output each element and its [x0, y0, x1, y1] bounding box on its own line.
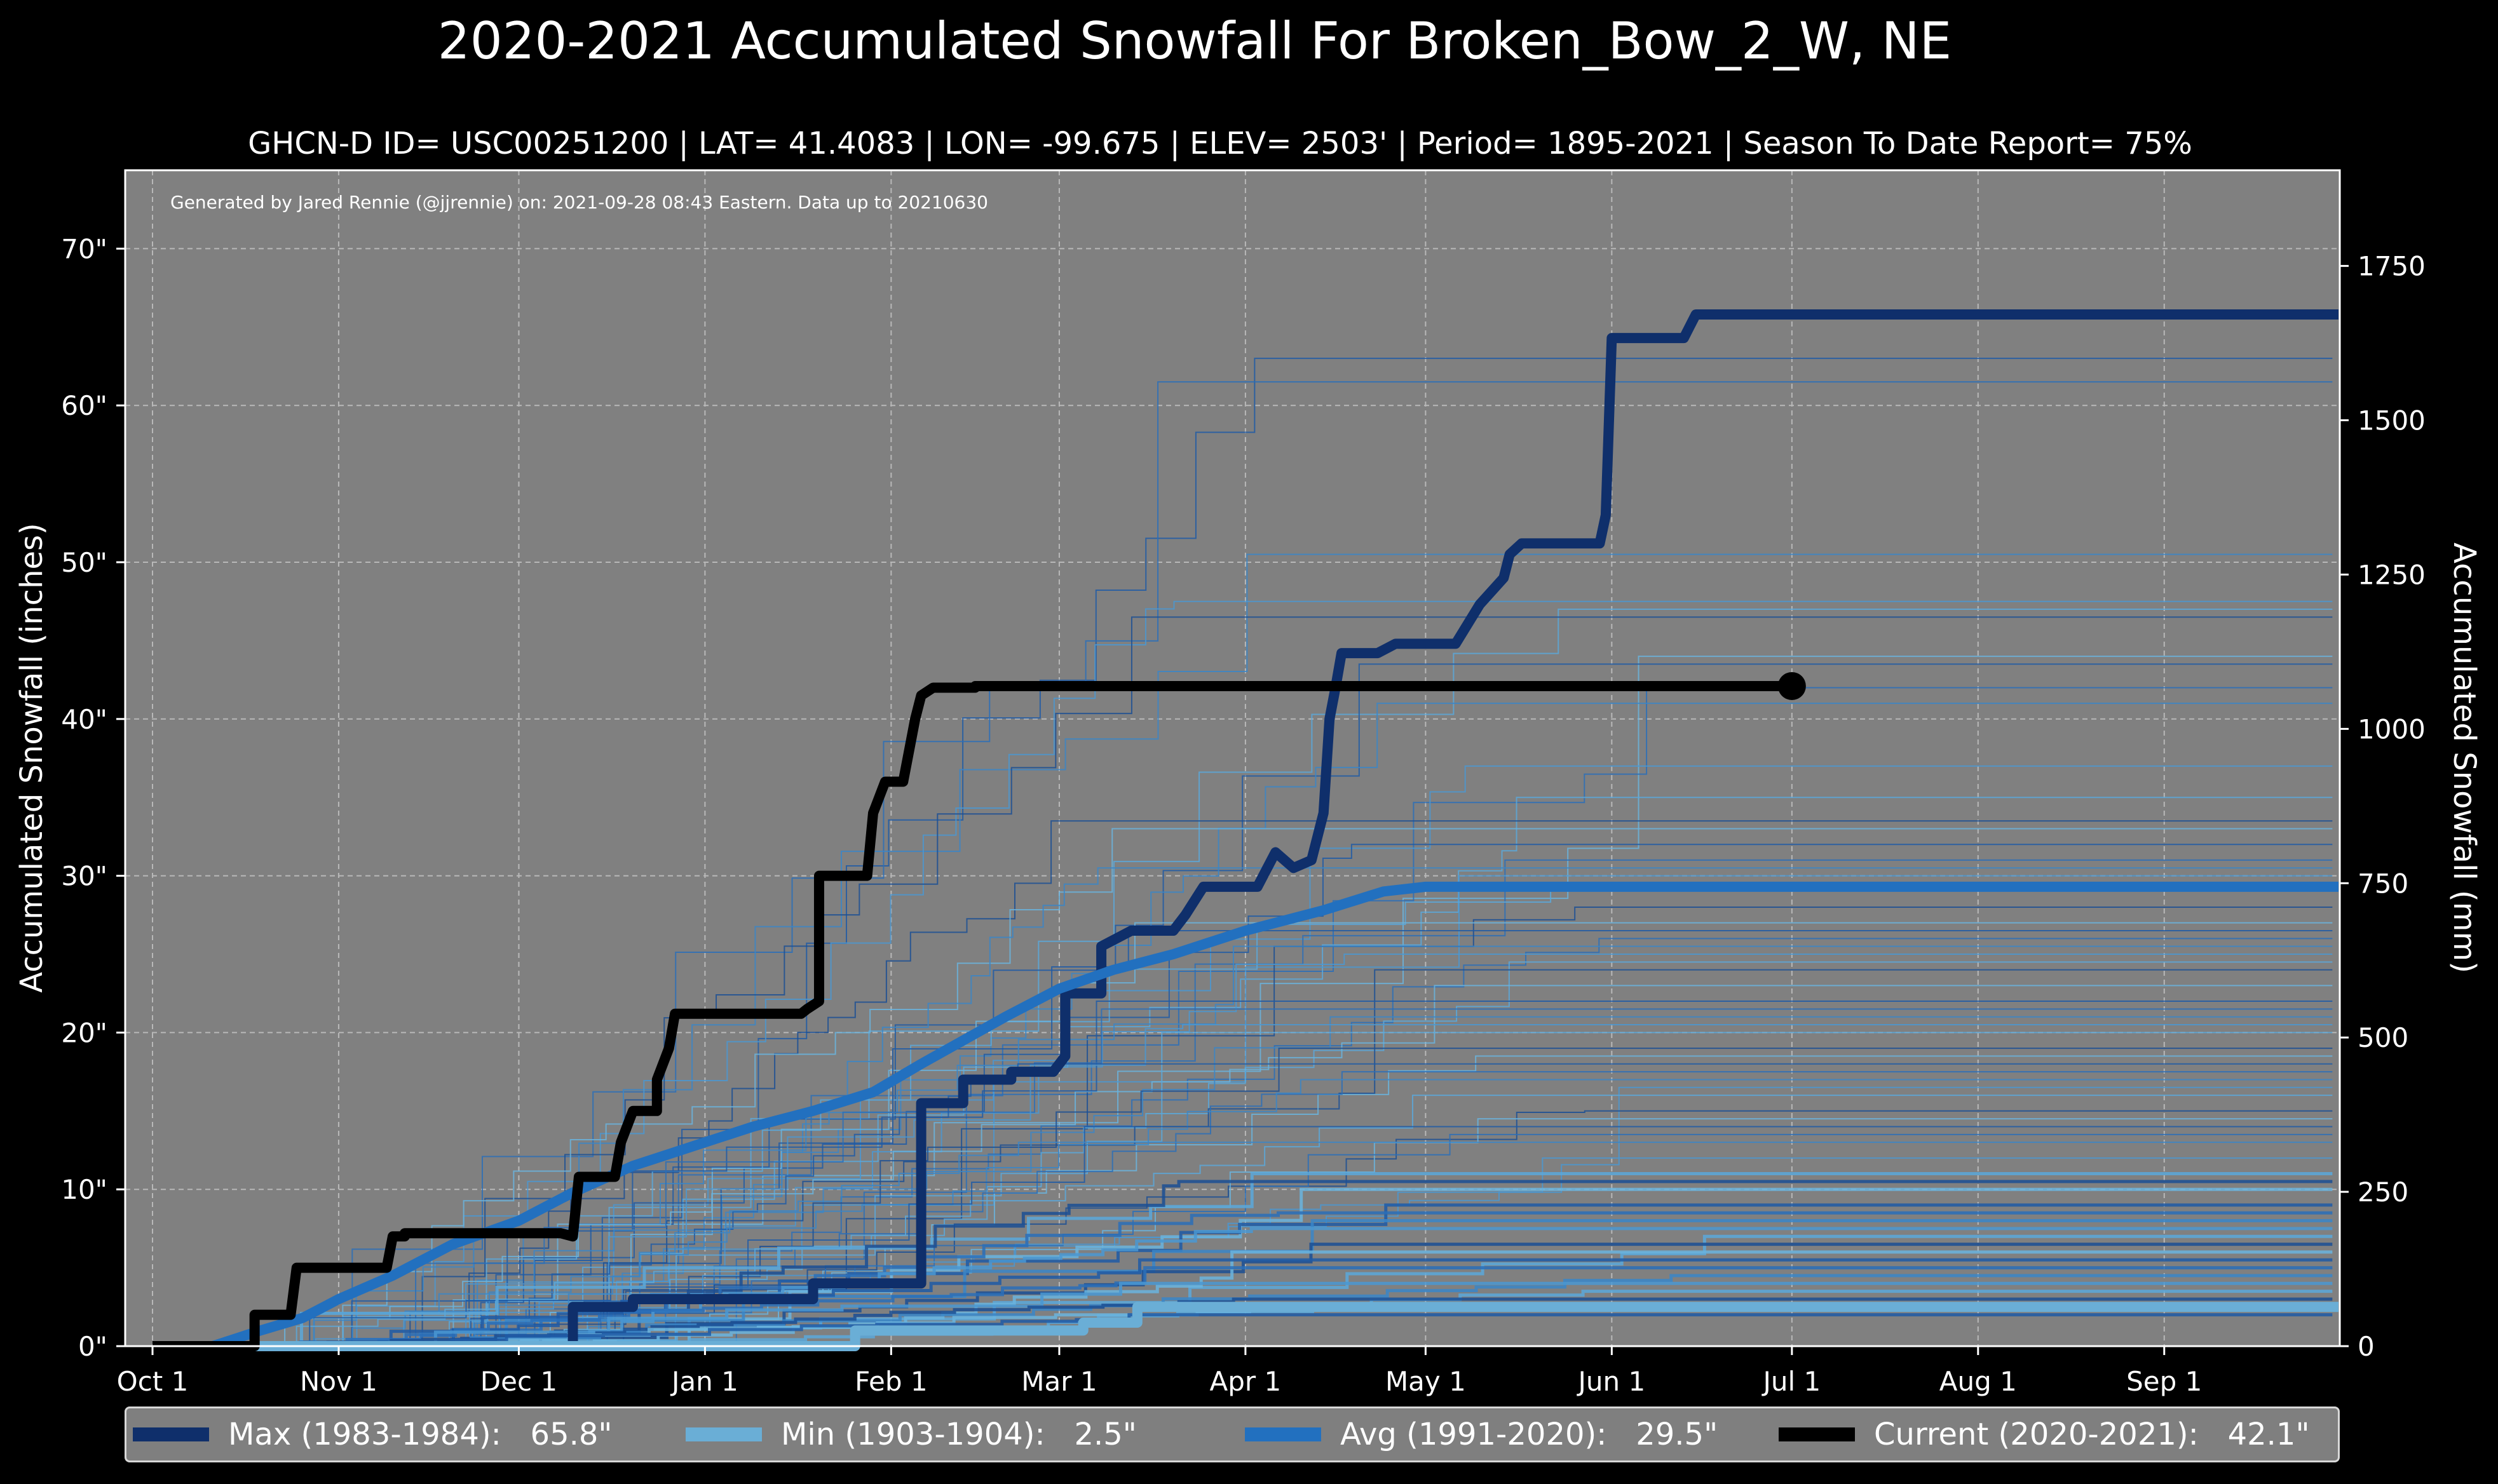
historical-trace [153, 1048, 2333, 1347]
historical-trace [153, 1024, 2333, 1347]
y-axis-right: 0 250 500 750 1000 1250 1500 1750 [2340, 251, 2426, 1362]
y-tick-label: 20" [61, 1017, 107, 1048]
x-tick-label: Nov 1 [300, 1366, 377, 1397]
x-tick-label: Jul 1 [1761, 1366, 1821, 1397]
historical-trace [153, 687, 2333, 1347]
plot-frame [124, 169, 2341, 1347]
annotation-text: Generated by Jared Rennie (@jjrennie) on… [170, 192, 988, 213]
legend-label: Min (1903-1904): 2.5" [781, 1417, 1137, 1452]
historical-trace [153, 882, 2333, 1347]
avg-series-line [211, 881, 2338, 1351]
legend-swatch [133, 1427, 209, 1441]
legend-swatch [1779, 1427, 1855, 1441]
historical-trace [153, 663, 2333, 1347]
y2-tick-label: 1500 [2358, 405, 2426, 436]
y-axis-left: 0" 10" 20" 30" 40" 50" 60" 70" [61, 233, 125, 1362]
legend-item: Max (1983-1984): 65.8" [133, 1408, 612, 1460]
y-axis-label: Accumulated Snowfall (inches) [14, 523, 50, 993]
y-tick-label: 40" [61, 704, 107, 735]
current-end-marker [1777, 671, 1806, 700]
y-tick-label: 10" [61, 1174, 107, 1205]
historical-trace [153, 381, 2333, 1347]
historical-trace [153, 938, 2333, 1347]
x-tick-label: Dec 1 [480, 1366, 557, 1397]
x-tick-label: Mar 1 [1021, 1366, 1097, 1397]
x-tick-label: Apr 1 [1210, 1366, 1282, 1397]
legend-label: Max (1983-1984): 65.8" [228, 1417, 613, 1452]
y2-tick-label: 750 [2358, 868, 2408, 899]
x-axis: Oct 1 Nov 1 Dec 1 Jan 1 Feb 1 Mar 1 Apr 1 May 1… [117, 1346, 2202, 1397]
y2-axis-label: Accumulated Snowfall (mm) [2447, 543, 2482, 973]
y-tick-label: 60" [61, 390, 107, 421]
historical-trace [153, 875, 2333, 1347]
x-tick-label: Oct 1 [117, 1366, 189, 1397]
x-tick-label: May 1 [1385, 1366, 1466, 1397]
y2-tick-label: 1750 [2358, 251, 2426, 282]
legend-swatch [1245, 1427, 1321, 1441]
x-tick-label: Jan 1 [670, 1366, 738, 1397]
x-tick-label: Sep 1 [2126, 1366, 2202, 1397]
y-tick-label: 50" [61, 547, 107, 578]
historical-trace [153, 616, 2333, 1347]
historical-trace [153, 1016, 2333, 1347]
current-series-line [153, 680, 1792, 1351]
y2-tick-label: 1250 [2358, 559, 2426, 590]
y2-tick-label: 0 [2358, 1331, 2375, 1362]
min-series-line [153, 1302, 2338, 1351]
historical-trace [153, 961, 2333, 1347]
grid-lines [125, 170, 2340, 1346]
historical-trace [153, 1001, 2333, 1347]
legend: Max (1983-1984): 65.8" Min (1903-1904): 2… [125, 1406, 2340, 1462]
y2-tick-label: 1000 [2358, 713, 2426, 745]
legend-swatch [686, 1427, 762, 1441]
historical-trace [153, 600, 2333, 1347]
chart-title: 2020-2021 Accumulated Snowfall For Broke… [437, 11, 1952, 71]
historical-trace [153, 1142, 2333, 1347]
historical-trace [153, 1095, 2333, 1347]
x-tick-label: Feb 1 [855, 1366, 927, 1397]
legend-label: Avg (1991-2020): 29.5" [1340, 1417, 1718, 1452]
y-tick-label: 70" [61, 233, 107, 264]
max-series-line [153, 309, 2338, 1351]
x-tick-label: Jun 1 [1576, 1366, 1645, 1397]
plot-area [125, 170, 2340, 1346]
y2-tick-label: 500 [2358, 1022, 2408, 1053]
chart-subtitle: GHCN-D ID= USC00251200 | LAT= 41.4083 | … [248, 126, 2192, 161]
y-tick-label: 30" [61, 861, 107, 892]
y-tick-label: 0" [78, 1331, 107, 1362]
x-tick-label: Aug 1 [1939, 1366, 2017, 1397]
legend-label: Current (2020-2021): 42.1" [1874, 1417, 2310, 1452]
legend-item: Avg (1991-2020): 29.5" [1245, 1408, 1718, 1460]
historical-trace [153, 820, 2333, 1347]
y2-tick-label: 250 [2358, 1177, 2408, 1208]
legend-item: Current (2020-2021): 42.1" [1779, 1408, 2310, 1460]
historical-trace [153, 1079, 2333, 1347]
main-series [153, 309, 2338, 1351]
legend-item: Min (1903-1904): 2.5" [686, 1408, 1137, 1460]
